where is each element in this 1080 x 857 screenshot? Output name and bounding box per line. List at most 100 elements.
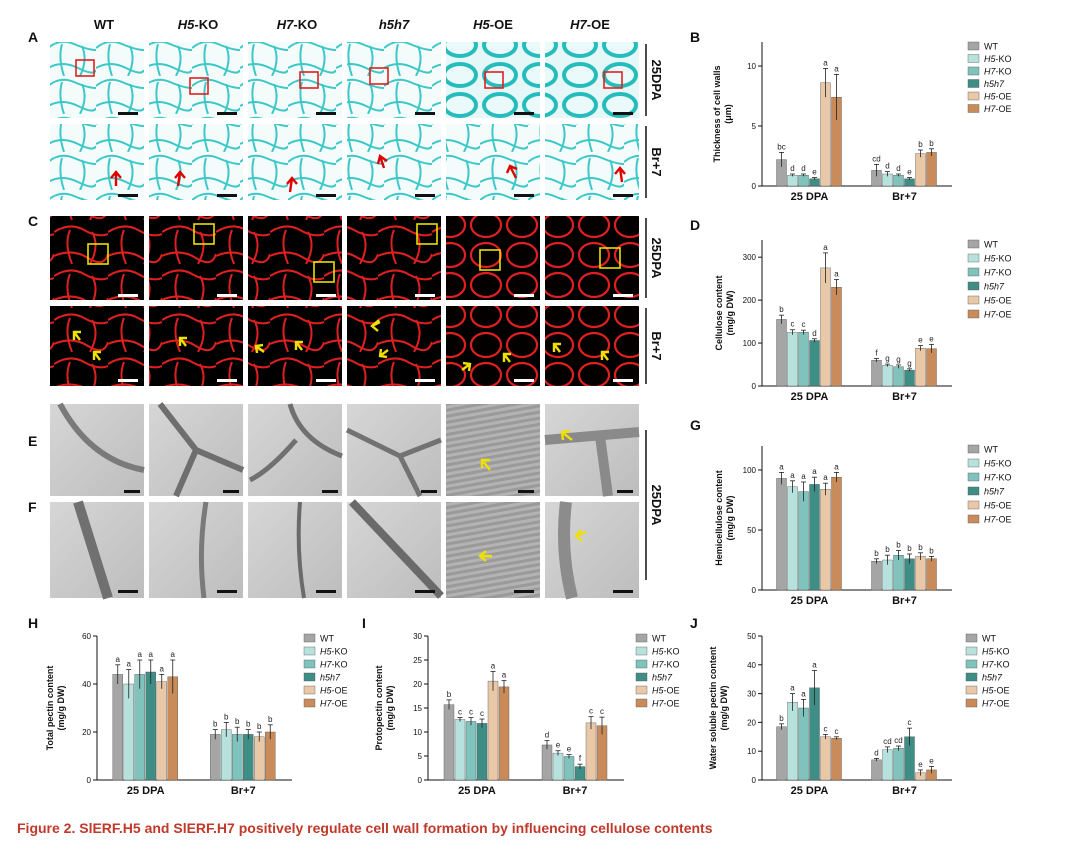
micrograph-a-h7ko-25dpa bbox=[248, 42, 342, 118]
legend-label: h5h7 bbox=[982, 673, 1003, 683]
significance-letter: d bbox=[896, 164, 900, 173]
y-tick-label: 60 bbox=[82, 632, 91, 641]
significance-letter: c bbox=[469, 708, 473, 717]
significance-letter: b bbox=[213, 720, 218, 729]
legend-swatch bbox=[967, 54, 980, 63]
legend-label: H7-OE bbox=[984, 515, 1012, 525]
y-tick-label: 10 bbox=[413, 728, 422, 737]
yellow-arrow bbox=[254, 343, 265, 354]
row-label-25dpa: 25DPA bbox=[649, 238, 664, 280]
scale-bar bbox=[518, 490, 534, 493]
legend-swatch bbox=[965, 685, 978, 695]
legend-swatch bbox=[303, 685, 316, 695]
significance-letter: b bbox=[929, 139, 934, 148]
yellow-arrow bbox=[480, 458, 491, 471]
significance-letter: b bbox=[235, 717, 240, 726]
y-axis-label: Total pectin content(mg/g DW) bbox=[45, 666, 66, 751]
legend-label: H5-OE bbox=[984, 296, 1012, 306]
legend-swatch bbox=[965, 646, 978, 656]
tem-f-h5ko bbox=[149, 502, 243, 598]
bar bbox=[487, 680, 499, 781]
significance-letter: e bbox=[918, 336, 923, 345]
y-tick-label: 0 bbox=[752, 586, 757, 595]
legend-label: H7-KO bbox=[984, 268, 1012, 278]
legend-swatch bbox=[635, 646, 648, 656]
significance-letter: e bbox=[812, 168, 817, 177]
significance-letter: g bbox=[896, 355, 900, 364]
legend-label: h5h7 bbox=[652, 673, 673, 683]
micrograph-a-h7oe-br7 bbox=[545, 124, 639, 200]
micrograph-a-h5oe-br7 bbox=[446, 124, 540, 200]
legend-swatch bbox=[967, 253, 980, 263]
significance-letter: e bbox=[918, 760, 923, 769]
scale-bar bbox=[217, 379, 237, 382]
legend-swatch bbox=[967, 309, 980, 319]
region-box bbox=[599, 247, 621, 269]
significance-letter: a bbox=[171, 650, 176, 659]
legend-label: H7-KO bbox=[984, 67, 1012, 77]
significance-letter: cd bbox=[883, 737, 891, 746]
significance-letter: e bbox=[929, 756, 934, 765]
bar bbox=[776, 319, 787, 387]
panel-letter-d: D bbox=[690, 217, 700, 233]
scale-bar bbox=[514, 294, 534, 297]
scale-bar bbox=[118, 112, 138, 115]
yellow-arrow bbox=[178, 336, 187, 347]
scale-bar bbox=[415, 379, 435, 382]
bar bbox=[454, 719, 466, 781]
y-tick-label: 100 bbox=[743, 339, 757, 348]
bar bbox=[893, 555, 904, 591]
bar bbox=[798, 707, 809, 781]
y-tick-label: 20 bbox=[747, 718, 756, 727]
x-category-label: Br+7 bbox=[231, 785, 256, 797]
legend-swatch bbox=[303, 633, 316, 643]
micrograph-a-wt-br7 bbox=[50, 124, 144, 200]
micrograph-c-h5oe-25dpa bbox=[446, 216, 540, 300]
legend-swatch bbox=[967, 281, 980, 291]
significance-letter: b bbox=[907, 544, 912, 553]
red-arrow bbox=[505, 164, 518, 179]
column-header-5: H5-OE bbox=[473, 17, 513, 32]
legend-swatch bbox=[635, 698, 648, 708]
significance-letter: b bbox=[447, 690, 452, 699]
micrograph-c-h5h7-25dpa bbox=[347, 216, 441, 300]
significance-letter: a bbox=[779, 462, 784, 471]
y-tick-label: 30 bbox=[413, 632, 422, 641]
yellow-arrow bbox=[502, 352, 511, 363]
x-category-label: 25 DPA bbox=[458, 785, 496, 797]
legend-swatch bbox=[635, 685, 648, 695]
y-tick-label: 40 bbox=[82, 680, 91, 689]
bar bbox=[498, 686, 510, 781]
scale-bar bbox=[217, 194, 237, 197]
significance-letter: b bbox=[246, 720, 251, 729]
legend-label: WT bbox=[652, 634, 666, 644]
bar bbox=[798, 174, 809, 187]
bar bbox=[915, 153, 926, 187]
y-axis-label: Hemicellulose content(mg/g DW) bbox=[714, 470, 735, 566]
legend-label: H5-OE bbox=[984, 92, 1012, 102]
legend-label: h5h7 bbox=[984, 79, 1005, 89]
significance-letter: g bbox=[885, 354, 889, 363]
scale-bar bbox=[223, 490, 239, 493]
significance-letter: a bbox=[812, 661, 817, 670]
column-header-6: H7-OE bbox=[570, 17, 610, 32]
significance-letter: d bbox=[885, 162, 889, 171]
micrograph-c-wt-25dpa bbox=[50, 216, 144, 300]
tem-f-wall bbox=[296, 501, 306, 599]
region-box bbox=[193, 223, 215, 245]
bar bbox=[809, 340, 820, 387]
bar bbox=[134, 674, 145, 781]
micrograph-a-h5ko-br7 bbox=[149, 124, 243, 200]
x-category-label: Br+7 bbox=[892, 595, 917, 607]
bar bbox=[112, 674, 123, 781]
legend-label: WT bbox=[984, 42, 998, 52]
region-box bbox=[369, 67, 389, 85]
significance-letter: b bbox=[874, 549, 879, 558]
yellow-arrow bbox=[461, 361, 472, 372]
significance-letter: c bbox=[802, 320, 806, 329]
scale-bar bbox=[415, 294, 435, 297]
significance-letter: g bbox=[907, 359, 911, 368]
micrograph-a-h7ko-br7 bbox=[248, 124, 342, 200]
significance-letter: b bbox=[918, 140, 923, 149]
micrograph-c-h5h7-br7 bbox=[347, 306, 441, 386]
